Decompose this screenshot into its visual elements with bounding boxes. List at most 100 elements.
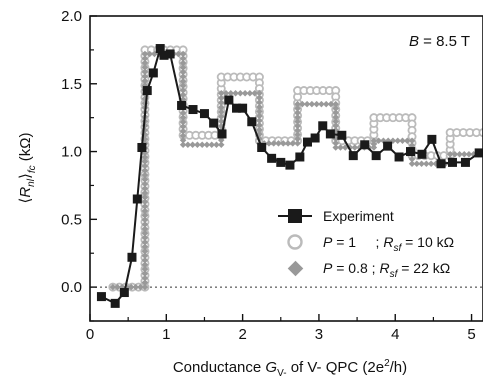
series-point [222, 90, 230, 97]
series-point [332, 105, 339, 112]
series-point [460, 151, 468, 158]
series-point [294, 135, 301, 143]
series-point [251, 90, 258, 97]
series-point [294, 109, 301, 117]
series-point [141, 265, 149, 273]
series-point [159, 50, 169, 60]
series-point [141, 158, 149, 165]
series-point [189, 141, 196, 149]
series-point [224, 95, 234, 105]
legend: Experiment P = 1 ; Rsf = 10 kΩ P = 0.8 ;… [278, 208, 454, 280]
series-point [141, 221, 149, 228]
series-point [332, 122, 339, 130]
series-point [141, 68, 149, 76]
series-point [141, 59, 149, 67]
series-point [313, 100, 320, 108]
series-point [155, 44, 165, 54]
series-point [141, 225, 149, 233]
series-point [370, 137, 378, 144]
x-tick-label: 0 [86, 326, 94, 343]
series-point [141, 283, 149, 291]
series-point [141, 55, 149, 62]
series-point [142, 86, 152, 96]
series-point [280, 140, 287, 147]
series-point [141, 212, 149, 219]
series-point [332, 144, 339, 151]
x-axis-title: Conductance GV- of V- QPC (2e2/h) [173, 358, 407, 379]
y-tick-label: 0.5 [61, 211, 82, 228]
series-point [418, 160, 425, 168]
series-point [141, 176, 149, 183]
series-point [237, 90, 244, 97]
series-point [241, 90, 249, 97]
legend-label-experiment: Experiment [323, 208, 394, 224]
series-point [451, 151, 459, 158]
series-point [141, 198, 149, 206]
series-point [141, 171, 149, 179]
series-point [179, 59, 187, 67]
series-point [310, 133, 320, 143]
series-point [132, 283, 140, 291]
series-point [275, 140, 282, 147]
series-point [256, 99, 263, 106]
series-point [179, 87, 187, 94]
series-point [294, 131, 301, 138]
series-point [408, 160, 416, 168]
series-point [447, 157, 457, 167]
series-point [270, 140, 277, 147]
series-point [209, 118, 219, 128]
series-point [179, 91, 187, 99]
plot-layer [90, 44, 483, 308]
series-0 [96, 44, 483, 308]
plot-frame [89, 15, 483, 322]
series-point [179, 114, 187, 121]
series-point [265, 140, 273, 147]
series-point [227, 90, 235, 97]
series-point [318, 121, 328, 131]
series-point [218, 90, 225, 97]
series-point [218, 141, 225, 149]
series-point [203, 141, 211, 149]
series-point [238, 103, 248, 113]
series-point [246, 90, 254, 97]
series-point [332, 139, 339, 147]
series-point [218, 99, 225, 106]
legend-entry-experiment: Experiment [278, 208, 394, 224]
series-point [179, 118, 187, 126]
series-point [110, 298, 120, 308]
series-point [285, 160, 295, 170]
series-point [247, 117, 257, 127]
series-point [188, 105, 198, 115]
series-point [141, 256, 149, 264]
x-tick-label: 3 [315, 326, 323, 343]
series-point [399, 137, 406, 144]
legend-label-p08: P = 0.8 ; Rsf = 22 kΩ [323, 260, 450, 280]
series-point [184, 141, 192, 149]
series-point [394, 137, 401, 144]
series-point [208, 141, 215, 149]
series-point [371, 151, 381, 161]
series-point [198, 141, 206, 149]
series-point [141, 230, 149, 237]
series-point [119, 288, 129, 298]
series-point [404, 137, 411, 144]
series-point [177, 100, 187, 110]
series-point [141, 64, 149, 71]
series-point [179, 127, 187, 135]
series-point [132, 194, 142, 204]
series-point [199, 109, 209, 119]
series-point [383, 141, 393, 151]
series-point [141, 194, 149, 201]
legend-entry-p1: P = 1 ; Rsf = 10 kΩ [287, 234, 454, 254]
legend-marker-experiment [288, 209, 302, 223]
series-point [394, 152, 404, 162]
series-point [179, 68, 187, 76]
series-point [318, 100, 325, 108]
series-point [294, 140, 301, 147]
series-point [179, 141, 187, 149]
series-point [141, 185, 149, 192]
series-point [141, 50, 149, 58]
series-point [141, 274, 149, 282]
series-point [141, 239, 149, 246]
series-point [141, 203, 149, 210]
